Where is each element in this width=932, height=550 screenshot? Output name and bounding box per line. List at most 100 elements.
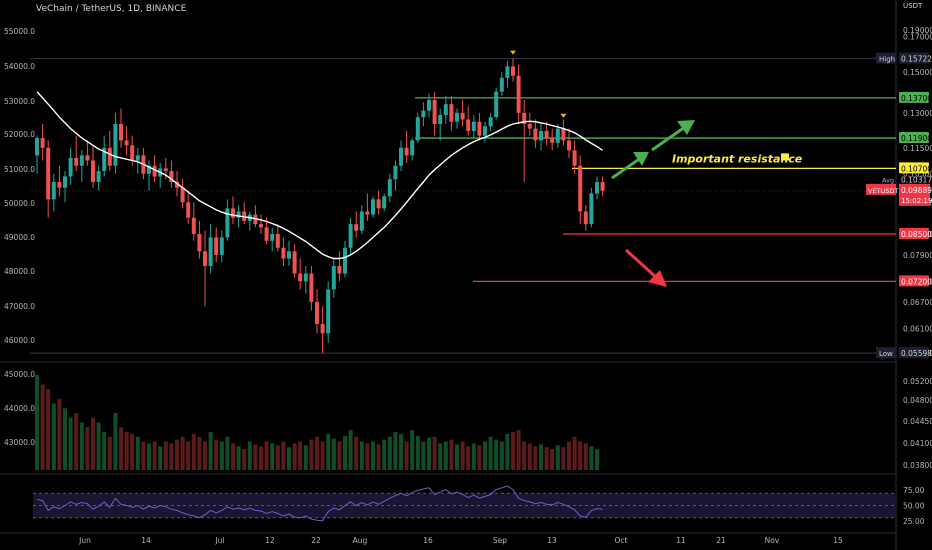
volume-bar [141, 441, 146, 470]
time-axis-tick: Jun [78, 536, 91, 545]
right-axis-tick: 0.15000 [903, 68, 932, 77]
level-tag: 0.11900 [901, 134, 932, 143]
candle-body [85, 155, 90, 161]
candle-body [471, 121, 476, 131]
volume-bar [130, 433, 135, 470]
volume-bar [337, 441, 342, 470]
peak-marker [510, 50, 516, 55]
right-axis-tick: 0.07900 [903, 251, 932, 260]
volume-bar [533, 446, 538, 470]
right-axis-tick: 0.06700 [903, 298, 932, 307]
rsi-axis-tick: 75.00 [903, 486, 925, 495]
candle-body [197, 234, 202, 252]
time-axis-tick: Sep [493, 536, 507, 545]
volume-bar [494, 439, 499, 470]
candle-body [494, 91, 499, 118]
volume-bar [550, 449, 555, 470]
candle-body [79, 155, 84, 166]
volume-bar [511, 432, 515, 470]
candle-body [555, 128, 560, 143]
left-axis-tick: 44000.0 [4, 404, 35, 413]
candle-body [287, 251, 291, 259]
volume-bar [578, 441, 583, 470]
candle-body [326, 289, 331, 334]
level-tag-bg [899, 228, 929, 240]
candle-body [40, 138, 45, 148]
candle-body [443, 104, 448, 116]
left-axis-tick: 43000.0 [4, 438, 35, 447]
volume-bar [287, 447, 291, 470]
volume-bar [404, 441, 409, 470]
candle-body [180, 187, 185, 203]
time-axis-tick: Aug [353, 536, 368, 545]
candles [35, 58, 605, 354]
volume-bar [359, 441, 364, 470]
candle-body [303, 273, 308, 282]
candle-body [91, 160, 95, 183]
candle-body [281, 247, 286, 259]
candle-body [455, 112, 459, 122]
volume-bar [208, 432, 213, 470]
volume-bar [544, 447, 549, 470]
candle-body [438, 115, 443, 125]
candle-body [460, 112, 465, 120]
left-axis-tick: 49000.0 [4, 233, 35, 242]
candle-body [382, 196, 387, 209]
volume-bar [483, 441, 487, 470]
candle-body [415, 117, 420, 141]
volume-bar [567, 441, 571, 470]
time-axis[interactable]: Jun 14 Jul 12 22 Aug 16 Sep 13 Oct 11 21 Nov 15 [78, 536, 843, 545]
right-axis-tick: 0.11500 [903, 144, 932, 153]
volume-bar [275, 445, 280, 470]
volume-bar [376, 444, 381, 470]
candle-body [427, 99, 431, 111]
candle-body [96, 171, 101, 183]
green-arrow-head [677, 120, 695, 135]
volume-bar [410, 430, 415, 470]
arrow-drawings [611, 120, 695, 287]
volume-bar [169, 443, 174, 470]
candle-body [35, 138, 39, 156]
level-tag-bg [899, 275, 929, 287]
candle-body [57, 182, 62, 188]
candle-body [175, 182, 179, 188]
right-axis-tick: 0.03800 [903, 461, 932, 470]
candle-body [399, 147, 403, 166]
volume-bar [315, 436, 319, 470]
volume-bar [298, 441, 303, 470]
right-axis-tick: 0.04100 [903, 439, 932, 448]
low-value-tag: 0.05598 [901, 349, 932, 358]
volume-bar [147, 443, 151, 470]
level-tag: 0.08500 [901, 230, 932, 239]
high-value-tag-bg [899, 52, 929, 64]
volume-bar [343, 435, 347, 470]
volume-bar [415, 435, 420, 470]
candle-body [259, 224, 263, 228]
volume-bar [583, 443, 588, 470]
candle-body [371, 199, 375, 215]
volume-bar [466, 446, 471, 470]
volume-bar [219, 441, 224, 470]
candle-body [343, 247, 347, 274]
level-tag: 0.07200 [901, 277, 932, 286]
candle-body [365, 211, 370, 215]
right-axis-tick: 0.17000 [903, 32, 932, 41]
volume-bar [309, 439, 314, 470]
volume-bar [259, 446, 263, 470]
time-axis-tick: Nov [765, 536, 780, 545]
volume-bar [505, 433, 510, 470]
low-value-tag-bg [899, 347, 929, 359]
candle-body [74, 157, 79, 166]
last-price-tag-bg [899, 183, 930, 206]
volume-bar [303, 445, 308, 470]
volume-bar [561, 447, 566, 470]
volume-bar [113, 413, 118, 470]
volume-bar [555, 445, 560, 470]
candle-body [595, 182, 599, 194]
time-axis-tick: 22 [311, 536, 321, 545]
candle-body [298, 273, 303, 282]
candle-body [421, 110, 426, 118]
volume-bar [455, 444, 459, 470]
volume-bar [270, 443, 275, 470]
